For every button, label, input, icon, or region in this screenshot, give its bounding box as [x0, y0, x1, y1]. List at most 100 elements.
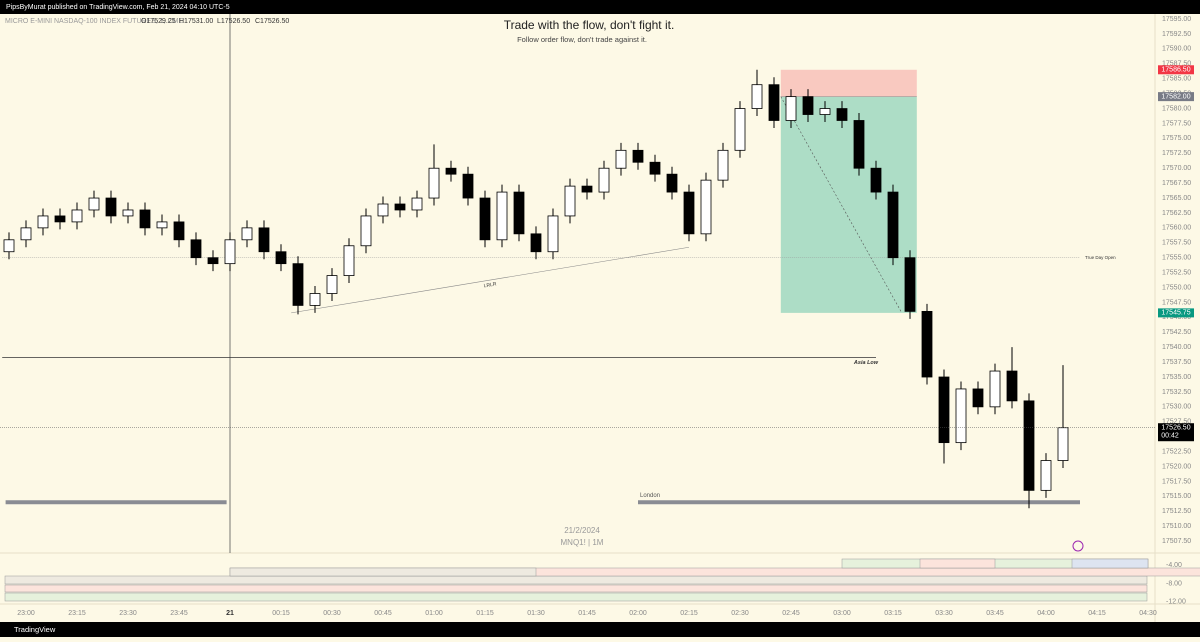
ohlc-value: H17531.00	[179, 18, 213, 25]
candle-body	[173, 221, 185, 241]
event-icon[interactable]	[1072, 540, 1084, 552]
x-tick-label: 01:15	[476, 610, 494, 617]
brand: TradingView	[14, 625, 56, 634]
x-tick-label: 02:30	[731, 610, 749, 617]
candle-body	[445, 167, 457, 175]
candle-body	[37, 215, 49, 229]
x-tick-label: 23:30	[119, 610, 137, 617]
candle-body	[190, 239, 202, 259]
stop-zone	[780, 69, 917, 97]
x-tick-label: 04:30	[1139, 610, 1157, 617]
band	[1071, 558, 1149, 569]
candle-body	[989, 370, 1001, 408]
candle-body	[377, 203, 389, 217]
y-tick-label: 17527.50	[1162, 419, 1191, 426]
candle-body	[1040, 460, 1052, 491]
y-tick-label: 17590.00	[1162, 46, 1191, 53]
x-tick-label: 00:45	[374, 610, 392, 617]
candle-body	[224, 239, 236, 265]
candle-body	[666, 173, 678, 193]
candle-body	[887, 191, 899, 259]
x-tick-label: 03:00	[833, 610, 851, 617]
y-tick-label: 17595.00	[1162, 16, 1191, 23]
y-tick-label: 17555.00	[1162, 255, 1191, 262]
position-path	[780, 96, 903, 314]
x-tick-label: 01:00	[425, 610, 443, 617]
candle-body	[292, 263, 304, 306]
candle-body	[105, 197, 117, 217]
ohlc-value: L17526.50	[217, 18, 250, 25]
y-tick-label: 17530.00	[1162, 404, 1191, 411]
y-tick-label: 17512.50	[1162, 508, 1191, 515]
candle-body	[972, 388, 984, 408]
candle-body	[394, 203, 406, 211]
trendline	[291, 246, 690, 314]
candle-body	[71, 209, 83, 223]
x-tick-label: 03:45	[986, 610, 1004, 617]
chart-title: Trade with the flow, don't fight it.	[504, 18, 675, 32]
candle-body	[20, 227, 32, 241]
candle-body	[938, 376, 950, 444]
y-tick-label: 17562.50	[1162, 210, 1191, 217]
x-tick-label: 04:15	[1088, 610, 1106, 617]
ohlc-value: C17526.50	[255, 18, 289, 25]
x-tick-label: 02:00	[629, 610, 647, 617]
candle-body	[275, 251, 287, 265]
x-tick-label: 01:30	[527, 610, 545, 617]
y-tick-label: 17567.50	[1162, 180, 1191, 187]
y-tick-label: 17535.00	[1162, 374, 1191, 381]
indicator-bands	[4, 558, 1200, 602]
y-tick-label: 17550.00	[1162, 284, 1191, 291]
candle-body	[428, 167, 440, 199]
x-tick-label: 00:15	[272, 610, 290, 617]
countdown: 00:42	[1161, 433, 1179, 440]
candle-body	[360, 215, 372, 247]
candle-body	[479, 197, 491, 241]
watermark-date: 21/2/2024	[564, 526, 600, 535]
candle-body	[598, 167, 610, 193]
y-tick-label: 17547.50	[1162, 299, 1191, 306]
candle-body	[156, 221, 168, 229]
y-tick-label: 17540.00	[1162, 344, 1191, 351]
candle-body	[3, 239, 15, 253]
y-tick-label: 17575.00	[1162, 135, 1191, 142]
y-tick-label: 17542.50	[1162, 329, 1191, 336]
bottom-bar	[0, 622, 1200, 637]
candle-body	[802, 96, 814, 115]
candle-body	[717, 149, 729, 181]
candle-body	[632, 149, 644, 163]
chart-subtitle: Follow order flow, don't trade against i…	[517, 35, 647, 44]
candle-body	[326, 275, 338, 294]
candle-body	[258, 227, 270, 253]
x-tick-label: 03:15	[884, 610, 902, 617]
y-tick-label: 17585.00	[1162, 76, 1191, 83]
indicator-tick-label: -12.00	[1166, 599, 1186, 606]
price-tag	[1158, 308, 1194, 318]
x-tick-label: 21	[226, 610, 234, 617]
candle-body	[581, 185, 593, 193]
y-tick-label: 17560.00	[1162, 225, 1191, 232]
candle-body	[649, 161, 661, 175]
candle-body	[462, 173, 474, 199]
candle-body	[309, 293, 321, 306]
indicator-tick-label: -4.00	[1166, 562, 1182, 569]
y-tick-label: 17572.50	[1162, 150, 1191, 157]
x-tick-label: 01:45	[578, 610, 596, 617]
x-tick-label: 02:15	[680, 610, 698, 617]
y-tick-label: 17592.50	[1162, 31, 1191, 38]
candle-body	[955, 388, 967, 444]
candle-body	[530, 233, 542, 253]
y-tick-label: 17587.50	[1162, 61, 1191, 68]
price-tag	[1158, 423, 1194, 442]
x-tick-label: 04:00	[1037, 610, 1055, 617]
candle-body	[513, 191, 525, 235]
x-tick-label: 23:15	[68, 610, 86, 617]
candle-body	[734, 108, 746, 151]
trendline-label: LRLR	[483, 281, 497, 289]
y-tick-label: 17520.00	[1162, 463, 1191, 470]
candle-body	[547, 215, 559, 253]
x-tick-label: 23:45	[170, 610, 188, 617]
y-tick-label: 17557.50	[1162, 240, 1191, 247]
